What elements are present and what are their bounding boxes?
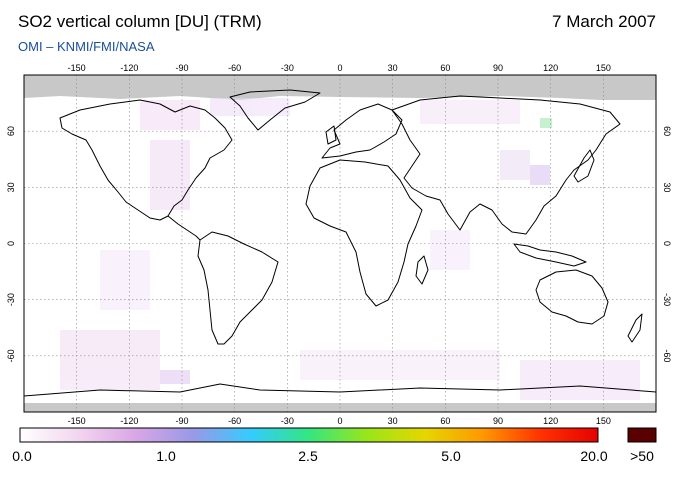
lon-tick-top-label: 150: [596, 63, 611, 73]
coastline-madagascar: [415, 255, 429, 285]
lon-tick-top-label: -120: [120, 63, 138, 73]
lon-tick-top-label: -30: [281, 63, 294, 73]
lon-ticks-bottom: -150 -120 -90 -60 -30 0 30 60 90 120 150: [68, 416, 611, 426]
lat-ticks-right: 60 30 0 -30 -60: [662, 126, 672, 362]
coastline-south-america: [197, 231, 279, 345]
lon-tick-bottom-label: 60: [440, 416, 450, 426]
map-frame: [23, 74, 657, 413]
lat-tick-left-label: 0: [6, 241, 16, 246]
map-title: SO2 vertical column [DU] (TRM): [18, 12, 262, 31]
lon-tick-bottom-label: -90: [175, 416, 188, 426]
lat-tick-left-label: 60: [6, 126, 16, 136]
coastline-uk: [325, 125, 337, 145]
lon-tick-bottom-label: -60: [228, 416, 241, 426]
lat-lon-grid: [24, 75, 656, 412]
coastline-new-zealand: [627, 313, 643, 343]
lon-tick-bottom-label: -120: [120, 416, 138, 426]
lat-tick-right-label: 60: [662, 126, 672, 136]
lon-tick-top-label: -150: [68, 63, 86, 73]
lon-tick-top-label: 90: [493, 63, 503, 73]
coastlines: [23, 89, 657, 397]
coastline-greenland: [229, 89, 321, 131]
lat-tick-left-label: -30: [6, 293, 16, 306]
lon-tick-top-label: 60: [440, 63, 450, 73]
colorbar-overflow-swatch: [627, 427, 657, 443]
coastline-indonesia: [513, 243, 587, 267]
coastline-antarctica: [23, 383, 657, 397]
lon-tick-top-label: 30: [388, 63, 398, 73]
lon-tick-bottom-label: -30: [281, 416, 294, 426]
lat-tick-right-label: -30: [662, 293, 672, 306]
colorbar-label-3: 5.0: [441, 448, 461, 464]
coastline-central-america: [167, 215, 201, 241]
lon-tick-top-label: -60: [228, 63, 241, 73]
lon-tick-top-label: 0: [337, 63, 342, 73]
so2-retrieval-noise: [60, 98, 640, 400]
colorbar-label-0: 0.0: [12, 448, 32, 464]
lon-tick-top-label: 120: [543, 63, 558, 73]
lat-tick-left-label: -60: [6, 349, 16, 362]
colorbar-label-2: 2.5: [298, 448, 318, 464]
colorbar-label-4: 20.0: [580, 448, 608, 464]
map-date: 7 March 2007: [552, 12, 656, 31]
lat-tick-right-label: 30: [662, 182, 672, 192]
colorbar-label-5: >50: [630, 448, 654, 464]
lat-tick-right-label: 0: [662, 241, 672, 246]
lon-tick-bottom-label: 0: [337, 416, 342, 426]
coastline-japan: [573, 149, 595, 183]
lat-ticks-left: 60 30 0 -30 -60: [6, 126, 16, 362]
lat-tick-left-label: 30: [6, 182, 16, 192]
lon-tick-bottom-label: 150: [596, 416, 611, 426]
coastline-africa: [305, 159, 423, 307]
lon-tick-bottom-label: 90: [493, 416, 503, 426]
colorbar-label-1: 1.0: [156, 448, 176, 464]
lon-tick-top-label: -90: [175, 63, 188, 73]
lat-tick-right-label: -60: [662, 349, 672, 362]
data-credit: OMI – KNMI/FMI/NASA: [18, 39, 155, 54]
lon-tick-bottom-label: 120: [543, 416, 558, 426]
lon-ticks-top: -150 -120 -90 -60 -30 0 30 60 90 120 150: [68, 63, 611, 73]
lon-tick-bottom-label: 30: [388, 416, 398, 426]
coastline-australia: [535, 269, 609, 325]
colorbar: [19, 427, 599, 443]
coastline-asia: [391, 95, 621, 235]
lon-tick-bottom-label: -150: [68, 416, 86, 426]
coastline-north-america: [59, 99, 233, 221]
